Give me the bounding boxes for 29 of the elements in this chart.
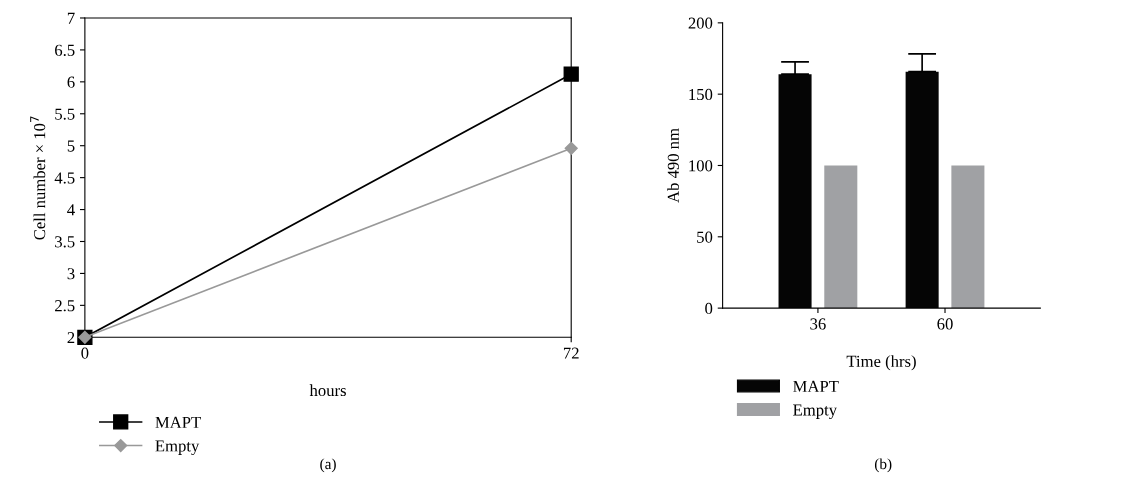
legend-label: MAPT [793, 380, 839, 392]
y-tick-label: 5.5 [55, 108, 75, 120]
y-tick-label: 6 [67, 76, 75, 88]
x-axis-title: hours [309, 384, 346, 397]
legend-label: MAPT [155, 416, 201, 428]
y-tick-label: 7 [67, 12, 75, 24]
y-tick-label: 2 [67, 332, 75, 344]
y-tick-label: 6.5 [55, 44, 75, 56]
y-axis-title: Ab 490 nm [667, 128, 679, 203]
text: (a) [320, 458, 336, 473]
legend-label: Empty [155, 440, 200, 455]
y-tick-label: 200 [688, 17, 713, 29]
y-tick-label: 5 [67, 140, 75, 152]
y-axis-title: Cell number × 10$^{7}$ [30, 116, 46, 240]
y-tick-label: 3.5 [55, 236, 75, 248]
y-tick-label: 150 [689, 88, 713, 101]
x-tick-label: 72 [563, 347, 579, 359]
y-tick-label: 3 [67, 268, 75, 280]
y-tick-label: 0 [705, 302, 713, 315]
y-tick-label: 4 [67, 204, 75, 216]
text: (b) [874, 458, 892, 473]
y-tick-label: 2.5 [55, 300, 75, 312]
x-tick-label: 60 [937, 318, 953, 330]
y-tick-label: 100 [689, 160, 713, 172]
x-axis-title: Time (hrs) [846, 355, 916, 371]
y-tick-label: 4.5 [54, 172, 75, 184]
legend-label: Empty [793, 404, 837, 419]
y-tick-label: 50 [697, 231, 713, 243]
x-tick-label: 36 [810, 318, 826, 330]
